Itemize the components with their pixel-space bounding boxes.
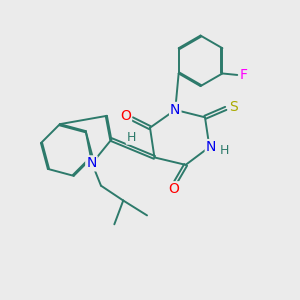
Text: S: S [229,100,238,114]
Text: N: N [86,156,97,170]
Text: O: O [120,109,131,123]
Text: F: F [240,68,248,82]
Text: H: H [220,144,229,157]
Text: O: O [168,182,179,196]
Text: N: N [206,140,216,154]
Text: H: H [127,131,136,144]
Text: N: N [170,103,181,117]
